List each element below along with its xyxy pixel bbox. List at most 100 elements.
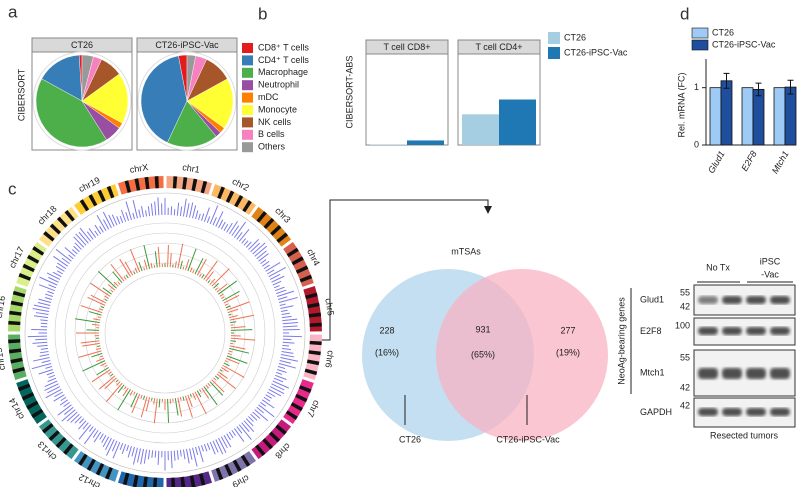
mutation-spike [117, 389, 131, 411]
band [722, 296, 742, 304]
mutation-spike [97, 345, 101, 347]
mutation-spike [230, 340, 237, 342]
panel-label: b [258, 4, 267, 23]
chromosome-band [299, 274, 313, 283]
chromosome-band [8, 285, 27, 332]
chromosome-label: chrX [129, 162, 149, 175]
density-bar [119, 215, 124, 224]
density-bar [52, 271, 62, 278]
group-label: iPSC [760, 256, 781, 266]
density-bar [182, 198, 187, 217]
density-bar [179, 206, 183, 217]
band [722, 408, 742, 416]
mutation-spike [138, 261, 143, 272]
pie-slice [35, 78, 107, 148]
density-bar [74, 242, 82, 250]
legend-swatch [242, 105, 253, 115]
mutation-spike [129, 390, 134, 396]
density-bar [189, 448, 193, 460]
panel-label: c [8, 179, 17, 198]
density-bar [179, 449, 182, 457]
mutation-spike [221, 296, 225, 299]
mutation-spike [143, 245, 151, 269]
mutation-spike [90, 294, 107, 304]
chromosome-label: chr5 [323, 298, 336, 317]
chromosome-band [142, 476, 148, 487]
density-bar [93, 431, 102, 443]
density-bar [32, 357, 50, 362]
chromosome-band [17, 383, 31, 392]
mutation-spike [124, 386, 127, 390]
density-bar [157, 197, 160, 216]
chromosome-band [12, 290, 26, 298]
chromosome-band [240, 454, 251, 467]
chromosome-band [105, 467, 113, 480]
density-bar [258, 404, 275, 418]
density-bar [154, 201, 157, 216]
legend-swatch [242, 142, 253, 153]
mutation-spike [133, 271, 136, 275]
density-bar [132, 212, 135, 220]
mutation-spike [75, 318, 100, 324]
density-bar [281, 312, 290, 316]
mutation-spike [203, 260, 218, 280]
density-bar [250, 413, 258, 421]
facet-title: CT26 [71, 40, 93, 50]
chromosome-band [285, 410, 298, 420]
track-ring [74, 242, 256, 424]
mutation-spike [131, 393, 141, 414]
density-bar [186, 448, 190, 464]
density-bar [248, 416, 254, 422]
density-bar [73, 236, 85, 248]
chromosome-band [10, 300, 24, 307]
bar [462, 114, 499, 145]
band [698, 296, 718, 304]
density-bar [68, 254, 74, 260]
arrow [318, 199, 492, 341]
mutation-spike [129, 249, 141, 273]
chromosome-band [191, 178, 198, 192]
chromosome-band [8, 348, 22, 354]
density-bar [60, 396, 67, 402]
density-bar [57, 404, 72, 416]
chromosome-band [198, 473, 206, 486]
chromosome-band [180, 476, 186, 487]
density-bar [233, 428, 245, 442]
mutation-spike [226, 355, 248, 364]
mutation-spike [143, 259, 148, 270]
mutation-spike [209, 278, 216, 285]
error-bar [787, 79, 794, 95]
density-bar [138, 209, 141, 218]
chromosome-band [48, 430, 60, 442]
legend-swatch [691, 27, 709, 39]
chromosome-band [217, 186, 225, 199]
density-bar [206, 216, 211, 224]
mutation-spike [151, 397, 153, 401]
mutation-spike [203, 386, 218, 406]
density-bar [147, 206, 151, 217]
density-bar [192, 205, 197, 219]
mutation-spike [229, 347, 250, 354]
density-bar [200, 445, 204, 452]
mutation-spike [133, 391, 136, 395]
density-bar [236, 426, 243, 434]
mutation-spike [100, 362, 107, 367]
density-bar [260, 259, 267, 265]
mutation-spike [192, 269, 195, 274]
chromosome-band [234, 195, 244, 208]
band [770, 296, 790, 304]
density-bar [46, 371, 54, 376]
density-bar [82, 422, 89, 430]
density-bar [108, 214, 115, 227]
mutation-spike [207, 382, 211, 386]
mutation-spike [99, 308, 104, 311]
density-bar [228, 221, 238, 235]
chromosome-band [95, 463, 105, 476]
density-bar [228, 431, 234, 439]
density-bar [64, 247, 76, 257]
legend-label: Macrophage [258, 67, 308, 77]
mutation-spike [177, 243, 184, 269]
density-bar [99, 433, 104, 440]
density-bar [241, 422, 250, 432]
mutation-spike [218, 371, 228, 379]
